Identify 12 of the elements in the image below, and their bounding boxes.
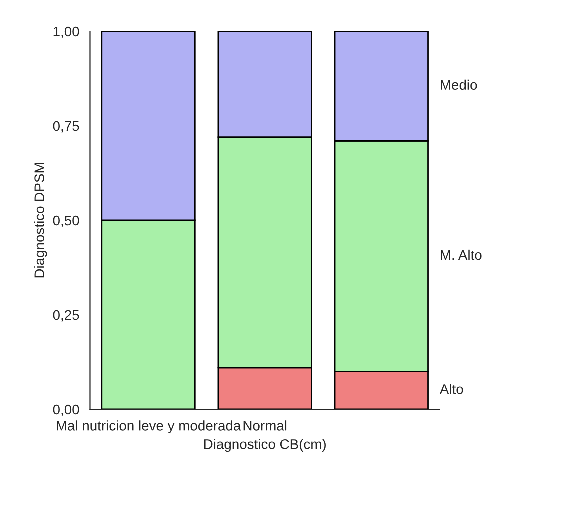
y-tick-label: 1,00 xyxy=(54,26,80,38)
series-label: Alto xyxy=(440,384,464,394)
y-tick-label: 0,75 xyxy=(53,121,80,133)
y-tick-label: 0,25 xyxy=(53,310,80,322)
y-tick-label: 0,50 xyxy=(53,216,80,228)
x-tick-label: Mal nutricion leve y moderada xyxy=(57,420,242,434)
x-tick-label: Normal xyxy=(244,420,287,431)
x-axis-title: Diagnostico CB(cm) xyxy=(204,439,326,452)
y-axis-title: Diagnostico DPSM xyxy=(34,163,48,278)
series-label: Medio xyxy=(441,80,478,90)
series-label: M. Alto xyxy=(441,250,482,260)
y-tick-label: 0,00 xyxy=(53,404,80,416)
